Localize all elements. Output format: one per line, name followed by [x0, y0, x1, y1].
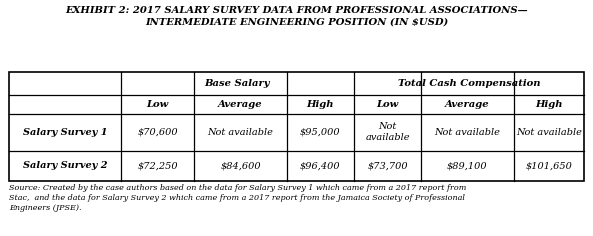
Text: Not available: Not available: [516, 127, 582, 137]
Text: Salary Survey 2: Salary Survey 2: [23, 161, 107, 170]
Text: $70,600: $70,600: [137, 127, 178, 137]
Text: Source: Created by the case authors based on the data for Salary Survey 1 which : Source: Created by the case authors base…: [9, 184, 466, 212]
Text: Low: Low: [377, 100, 398, 109]
Text: Average: Average: [445, 100, 490, 109]
Text: $89,100: $89,100: [447, 161, 488, 170]
Bar: [9, 72, 584, 181]
Text: $73,700: $73,700: [367, 161, 408, 170]
Text: $96,400: $96,400: [300, 161, 341, 170]
Text: Low: Low: [146, 100, 168, 109]
Text: $95,000: $95,000: [300, 127, 341, 137]
Text: Average: Average: [218, 100, 263, 109]
Text: Salary Survey 1: Salary Survey 1: [23, 127, 107, 137]
Text: Not available: Not available: [435, 127, 500, 137]
Text: Total Cash Compensation: Total Cash Compensation: [398, 79, 540, 88]
Text: $84,600: $84,600: [220, 161, 261, 170]
Text: High: High: [535, 100, 563, 109]
Text: Not
available: Not available: [365, 122, 410, 142]
Text: Not available: Not available: [208, 127, 273, 137]
Text: $72,250: $72,250: [137, 161, 178, 170]
Text: High: High: [307, 100, 334, 109]
Text: EXHIBIT 2: 2017 SALARY SURVEY DATA FROM PROFESSIONAL ASSOCIATIONS—
INTERMEDIATE : EXHIBIT 2: 2017 SALARY SURVEY DATA FROM …: [65, 6, 528, 26]
Text: Base Salary: Base Salary: [205, 79, 270, 88]
Text: $101,650: $101,650: [525, 161, 572, 170]
